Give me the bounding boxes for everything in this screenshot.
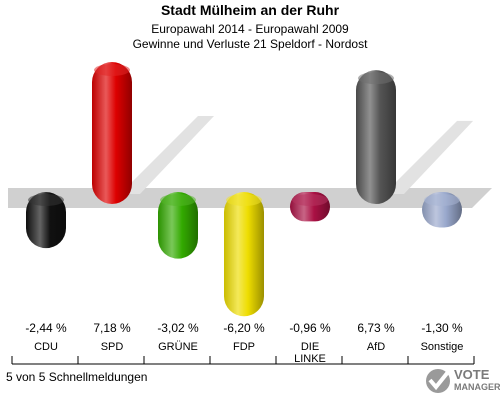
category-label: SPD	[101, 341, 124, 353]
votemanager-logo: VOTE MANAGER	[424, 366, 500, 398]
bar-spd	[92, 62, 132, 204]
category-label: LINKE	[294, 353, 326, 365]
value-label: 7,18 %	[93, 321, 131, 335]
category-label: FDP	[233, 341, 255, 353]
bar-gr-ne	[158, 192, 198, 259]
value-label: -2,44 %	[25, 321, 67, 335]
bar-cap	[424, 194, 460, 206]
category-label: AfD	[367, 341, 385, 353]
logo-text-manager: MANAGER	[454, 382, 500, 392]
category-label: GRÜNE	[158, 341, 198, 353]
category-label: CDU	[34, 341, 58, 353]
bar-cdu	[26, 192, 66, 249]
category-label: DIE	[301, 341, 319, 353]
bar-shadow-afd	[384, 120, 474, 194]
value-label: -1,30 %	[421, 321, 463, 335]
bar-cap	[226, 194, 262, 206]
bar-cap	[160, 194, 196, 206]
reporting-status-note: 5 von 5 Schnellmeldungen	[6, 370, 148, 384]
value-label: -0,96 %	[289, 321, 331, 335]
chart-subtitle-district: Gewinne und Verluste 21 Speldorf - Nordo…	[132, 37, 368, 51]
bar-shadow-spd	[120, 116, 214, 194]
logo-text-vote: VOTE	[454, 367, 490, 382]
bar-cap	[28, 194, 64, 206]
bar-afd	[356, 70, 396, 204]
bar-cap	[94, 64, 130, 76]
value-label: 6,73 %	[357, 321, 395, 335]
category-label: Sonstige	[421, 341, 464, 353]
bar-cap	[292, 194, 328, 206]
chart-title: Stadt Mülheim an der Ruhr	[160, 2, 340, 18]
bar-fdp	[224, 192, 264, 317]
logo-mark-icon	[426, 369, 450, 393]
bar-cap	[358, 72, 394, 85]
chart-subtitle: Europawahl 2014 - Europawahl 2009	[151, 22, 349, 36]
value-label: -6,20 %	[223, 321, 265, 335]
value-label: -3,02 %	[157, 321, 199, 335]
